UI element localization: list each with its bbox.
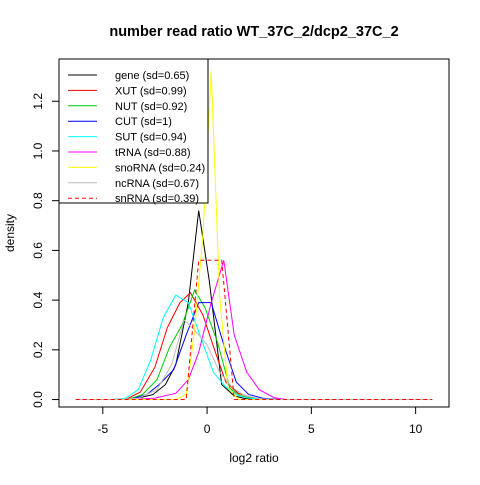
legend-label-3: CUT (sd=1) <box>115 116 172 128</box>
chart-title: number read ratio WT_37C_2/dcp2_37C_2 <box>109 24 398 40</box>
legend-label-2: NUT (sd=0.92) <box>115 101 187 113</box>
axes-layer: -5 0 5 10 0.0 0.2 0.4 0.6 0.8 1.0 1.2 <box>31 93 423 436</box>
legend-label-6: snoRNA (sd=0.24) <box>115 162 205 174</box>
series-line-3 <box>75 302 433 400</box>
legend-label-1: XUT (sd=0.99) <box>115 85 187 97</box>
series-line-7 <box>75 319 433 400</box>
series-line-1 <box>75 291 433 400</box>
legend-label-0: gene (sd=0.65) <box>115 70 189 82</box>
series-line-4 <box>75 294 433 400</box>
x-axis-label: log2 ratio <box>229 451 279 465</box>
y-tick-label: 0.4 <box>31 291 45 308</box>
y-tick-label: 1.0 <box>31 142 45 159</box>
legend-label-5: tRNA (sd=0.88) <box>115 147 191 159</box>
x-tick-label: 10 <box>409 422 423 436</box>
x-tick-label: -5 <box>97 422 108 436</box>
y-tick-label: 0.8 <box>31 192 45 209</box>
series-layer <box>75 71 433 400</box>
y-tick-label: 0.6 <box>31 242 45 259</box>
y-tick-label: 1.2 <box>31 93 45 110</box>
legend-label-4: SUT (sd=0.94) <box>115 132 187 144</box>
series-line-5 <box>75 260 433 400</box>
legend-label-8: snRNA (sd=0.39) <box>115 193 199 205</box>
y-tick-label: 0.2 <box>31 341 45 358</box>
y-axis-label: density <box>3 214 17 252</box>
legend: gene (sd=0.65) XUT (sd=0.99) NUT (sd=0.92)… <box>58 58 209 205</box>
y-tick-label: 0.0 <box>31 391 45 408</box>
legend-box <box>58 58 209 204</box>
x-tick-label: 0 <box>204 422 211 436</box>
x-tick-label: 5 <box>308 422 315 436</box>
legend-label-7: ncRNA (sd=0.67) <box>115 178 199 190</box>
series-line-8 <box>75 259 433 400</box>
series-line-0 <box>75 210 433 400</box>
